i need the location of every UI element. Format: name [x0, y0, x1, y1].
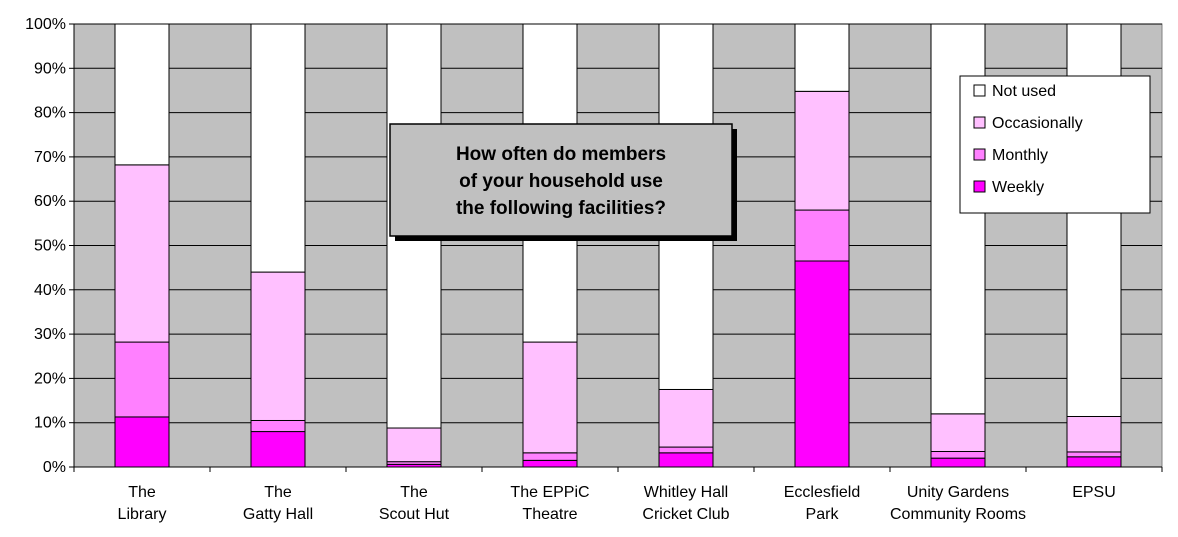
legend-swatch [973, 116, 986, 129]
bar-segment-weekly [522, 459, 578, 468]
chart-title-line-1: How often do members [456, 144, 666, 165]
bar-segment-not-used [250, 23, 306, 273]
y-axis-ticks: 0% 10% 20% 30% 40% 50% 60% 70% 80% 90% 100% [25, 16, 74, 476]
legend-swatch [973, 180, 986, 193]
legend-label: Monthly [992, 147, 1048, 164]
bar-segment-occasionally [794, 90, 850, 211]
y-tick-label: 0% [43, 459, 66, 476]
x-category-label: The EPPiC [510, 484, 589, 501]
legend-box [959, 75, 1151, 214]
x-category-label: The [128, 484, 156, 501]
y-tick-label: 100% [25, 16, 66, 33]
bar-segment-weekly [794, 260, 850, 468]
y-tick-label: 60% [34, 193, 66, 210]
bar-segment-monthly [794, 209, 850, 262]
y-tick-label: 40% [34, 282, 66, 299]
y-tick-label: 80% [34, 105, 66, 122]
x-category-label: The [400, 484, 428, 501]
bar-segment-weekly [114, 416, 170, 468]
bar-segment-monthly [1066, 451, 1122, 458]
y-tick-label: 20% [34, 370, 66, 387]
bar-segment-weekly [930, 457, 986, 468]
bar-segment-occasionally [930, 413, 986, 452]
bar-segment-occasionally [522, 341, 578, 454]
chart-title-line-2: of your household use [459, 171, 663, 192]
x-category-label: EPSU [1072, 484, 1116, 501]
y-tick-label: 90% [34, 60, 66, 77]
y-tick-label: 70% [34, 149, 66, 166]
x-category-label: Gatty Hall [243, 506, 313, 523]
legend-swatch [973, 148, 986, 161]
legend-label: Not used [992, 83, 1056, 100]
bar-segment-monthly [250, 419, 306, 433]
chart-title-line-3: the following facilities? [456, 198, 666, 219]
x-category-label: Community Rooms [890, 506, 1026, 523]
bar-segment-occasionally [386, 427, 442, 463]
x-category-label: Scout Hut [379, 506, 450, 523]
bar-segment-weekly [1066, 456, 1122, 468]
x-category-label: Ecclesfield [784, 484, 860, 501]
bar-segment-not-used [114, 23, 170, 166]
bar-segment-monthly [658, 446, 714, 454]
bar-segment-monthly [114, 341, 170, 418]
title-box [389, 123, 733, 237]
x-category-label: Unity Gardens [907, 484, 1009, 501]
bar-segment-occasionally [1066, 415, 1122, 453]
legend-swatch [973, 84, 986, 97]
bars [114, 23, 1122, 468]
bar-segment-occasionally [114, 164, 170, 343]
legend-label: Occasionally [992, 115, 1083, 132]
y-tick-label: 30% [34, 326, 66, 343]
bar-segment-occasionally [658, 388, 714, 448]
x-category-label: Theatre [522, 506, 577, 523]
bar-segment-monthly [522, 452, 578, 461]
bar-segment-not-used [794, 23, 850, 92]
x-axis-labels: The Library The Gatty Hall The Scout Hut The E… [73, 467, 1163, 523]
x-category-label: Park [806, 506, 840, 523]
bar-segment-monthly [930, 450, 986, 459]
x-category-label: Whitley Hall [644, 484, 728, 501]
x-category-label: Cricket Club [642, 506, 729, 523]
bar-segment-occasionally [250, 271, 306, 421]
bar-segment-weekly [250, 431, 306, 468]
bar-segment-weekly [658, 452, 714, 468]
y-tick-label: 10% [34, 415, 66, 432]
x-category-label: The [264, 484, 292, 501]
legend-label: Weekly [992, 179, 1044, 196]
chart-title-box: How often do members of your household u… [389, 123, 737, 241]
legend: Not used Occasionally Monthly Weekly [959, 75, 1151, 214]
x-category-label: Library [118, 506, 167, 523]
y-tick-label: 50% [34, 238, 66, 255]
